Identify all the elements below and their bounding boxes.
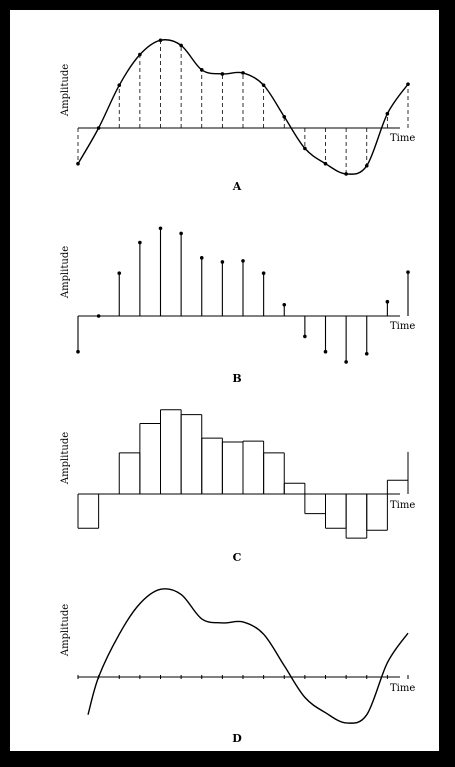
panel-b-impulse-tip — [241, 259, 245, 263]
panel-a-sample-point — [179, 43, 183, 48]
panel-b-impulse-tip — [179, 231, 183, 236]
panel-b-impulse-tip — [76, 349, 80, 354]
panel-a-sample-point — [158, 38, 163, 43]
panel-a-sample-point — [138, 52, 142, 57]
panel-a-sample-point — [385, 111, 390, 116]
panel-b-impulse-tip — [117, 271, 122, 275]
panel-a: Amplitude Time A — [60, 38, 415, 193]
panel-a-label: A — [232, 180, 242, 193]
panel-d-ylabel: Amplitude — [60, 604, 71, 657]
panel-b-impulse-tip — [282, 302, 287, 307]
panel-b-impulse-tip — [220, 260, 225, 264]
panel-c-xlabel: Time — [390, 500, 415, 511]
panel-a-sample-point — [364, 163, 369, 168]
panel-b-impulse-tip — [96, 314, 101, 318]
panel-b-label: B — [232, 372, 241, 385]
panel-b-impulse-tip — [323, 349, 328, 354]
panel-a-sample-point — [76, 161, 80, 166]
panel-a-sample-point — [344, 172, 348, 176]
panel-d-sample-ticks — [77, 675, 409, 679]
panel-a-sample-points — [76, 38, 410, 176]
panel-c-ylabel: Amplitude — [60, 432, 71, 485]
panel-a-sample-point — [406, 82, 410, 86]
panel-b-impulse-tip — [364, 351, 369, 356]
panel-d-xlabel: Time — [390, 683, 415, 694]
panel-a-sample-point — [323, 161, 328, 166]
panel-a-sample-point — [117, 83, 122, 87]
panel-d-reconstructed-curve — [87, 588, 409, 724]
panel-b-impulse-tip — [303, 334, 307, 339]
panel-c: Amplitude Time C — [60, 409, 415, 564]
panel-a-sample-point — [303, 146, 307, 151]
panel-b-impulse-tip — [261, 271, 266, 275]
panel-b-impulse-tip — [158, 226, 163, 231]
panel-b-ylabel: Amplitude — [60, 246, 71, 299]
sampling-diagram: Amplitude Time A Amplitude Time B Amplit… — [60, 38, 415, 745]
panel-c-staircase — [77, 409, 409, 539]
panel-b-impulse-tip — [344, 360, 348, 364]
panel-d-label: D — [232, 732, 242, 745]
panel-a-sample-point — [96, 126, 101, 130]
panel-a-sample-point — [241, 71, 245, 75]
panel-b-xlabel: Time — [390, 321, 415, 332]
panel-a-sample-point — [282, 114, 287, 119]
panel-a-sample-point — [220, 72, 225, 76]
panel-b: Amplitude Time B — [60, 226, 415, 385]
panel-a-sample-point — [261, 83, 266, 87]
panel-a-ylabel: Amplitude — [60, 64, 71, 117]
panel-b-impulse-tip — [385, 299, 390, 304]
panel-c-label: C — [233, 551, 242, 564]
panel-b-impulse-tip — [138, 240, 142, 245]
panel-b-impulse-tip — [406, 270, 410, 274]
panel-d: Amplitude Time D — [60, 588, 415, 745]
panel-b-impulses — [76, 226, 410, 364]
panel-b-impulse-tip — [199, 256, 204, 260]
panel-a-xlabel: Time — [390, 133, 415, 144]
panel-a-sample-lines — [77, 40, 409, 174]
panel-a-sample-point — [199, 68, 204, 72]
